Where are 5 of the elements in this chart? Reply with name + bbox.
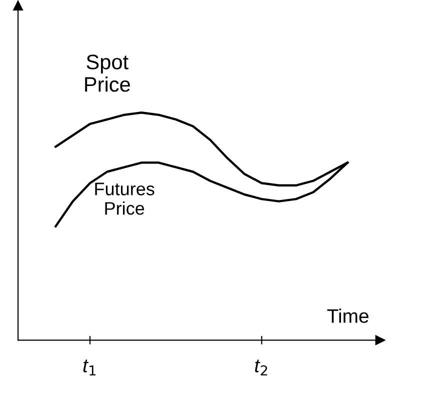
x-tick-label: t$_{2}$	[255, 360, 268, 376]
series-label: Futures Price	[95, 182, 154, 215]
x-axis-title: Time	[327, 308, 368, 323]
series-label: Spot Price	[85, 54, 130, 92]
x-tick-label: t$_{1}$	[83, 360, 96, 376]
